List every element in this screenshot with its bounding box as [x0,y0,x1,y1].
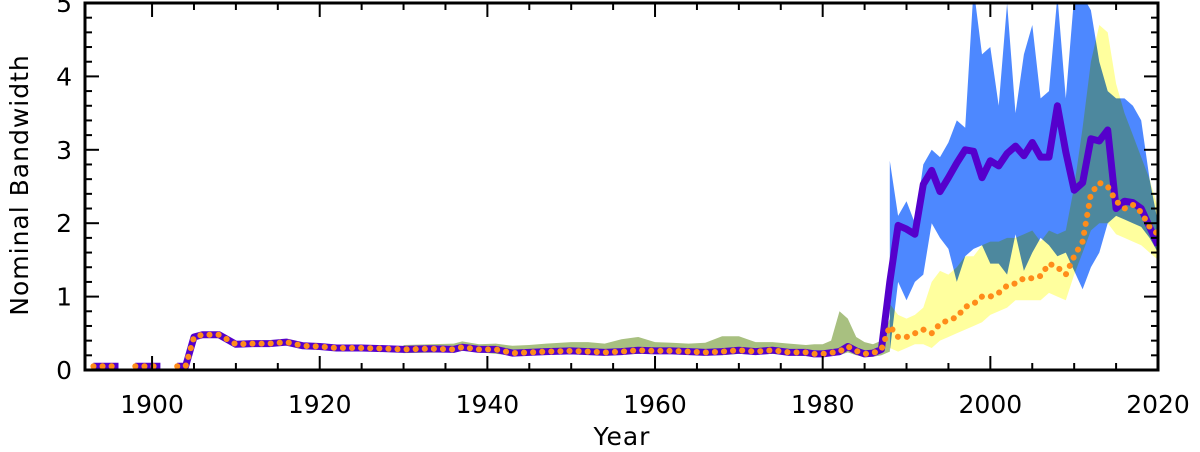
blue-series-line [177,102,1158,370]
x-tick-label: 1980 [791,390,855,419]
y-tick-label: 3 [56,136,72,165]
axis-ticks [85,2,1159,371]
y-tick-label: 4 [56,62,72,91]
y-tick-label: 2 [56,209,72,238]
plot-frame [83,1,1160,372]
series-lines [90,102,1158,370]
x-tick-label: 1900 [120,390,184,419]
early-overlap-band [403,311,890,357]
x-tick-label: 2000 [959,390,1023,419]
x-tick-label: 2020 [1126,390,1190,419]
x-tick-label: 1960 [623,390,687,419]
x-tick-label: 1940 [456,390,520,419]
y-axis-label: Nominal Bandwidth [5,54,34,315]
y-tick-label: 1 [56,283,72,312]
x-axis-label: Year [593,422,651,451]
y-tick-label: 5 [56,0,72,18]
tick-labels: 1900 1920 1940 1960 1980 2000 2020 0 1 2 3 4 5 [56,0,1190,419]
x-tick-label: 1920 [288,390,352,419]
yellow-uncertainty-band [889,25,1158,352]
y-tick-label: 0 [56,356,72,385]
uncertainty-bands [403,3,1158,357]
